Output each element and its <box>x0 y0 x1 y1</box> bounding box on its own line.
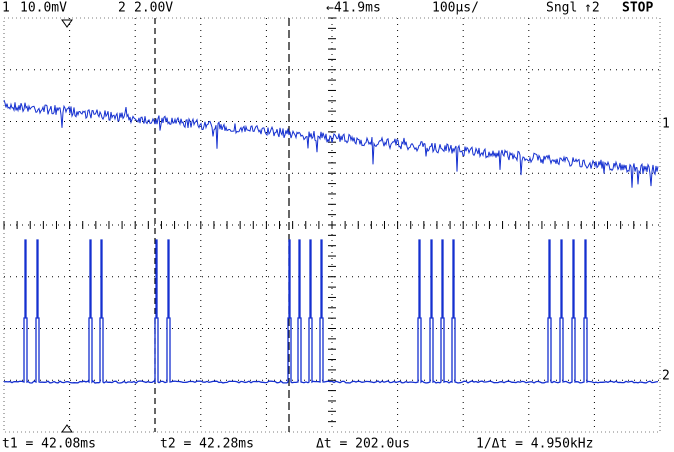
timebase: 100µs/ <box>432 1 479 16</box>
channel-2-trace <box>3 239 659 384</box>
status: STOP <box>622 1 653 16</box>
cursor-t2-value: t2 = 42.28ms <box>160 437 254 452</box>
ch1-scale: 10.0mV <box>20 1 67 16</box>
ch2-scale: 2.00V <box>134 1 173 16</box>
ch2-label: 2 <box>118 1 126 16</box>
ch1-label: 1 <box>2 1 10 16</box>
delay: ←41.9ms <box>326 1 381 16</box>
inverse-delta-t: 1/Δt = 4.950kHz <box>476 437 593 452</box>
cursor-t1-value: t1 = 42.08ms <box>2 437 96 452</box>
trigger: ↑2 <box>584 1 600 16</box>
mode: Sngl <box>546 1 577 16</box>
trigger-marker-top <box>61 19 73 28</box>
channel-1-trace <box>3 99 659 188</box>
ch2-marker: 2 <box>662 369 670 384</box>
delta-t: Δt = 202.0us <box>316 437 410 452</box>
trigger-marker-bottom <box>61 424 73 433</box>
ch1-marker: 1 <box>662 117 670 132</box>
